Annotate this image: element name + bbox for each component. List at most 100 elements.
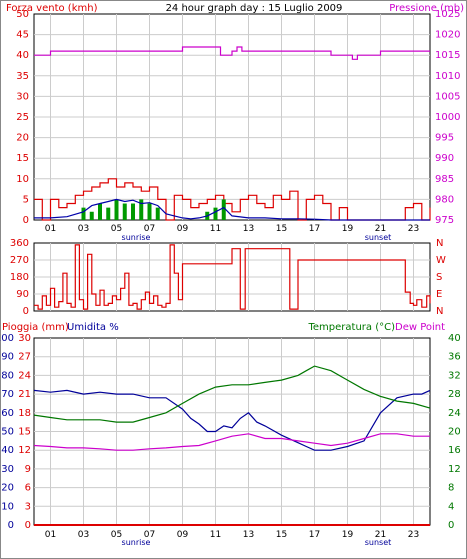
dewpoint-series xyxy=(33,433,430,451)
humidity-axis-label: Umidita % xyxy=(67,322,119,333)
y-tick-label: 0 xyxy=(8,520,14,531)
y-tick-label: 50 xyxy=(1,427,14,438)
y-tick-label: 180 xyxy=(10,272,29,283)
x-tick-label: 01 xyxy=(45,224,56,234)
y-tick-label: 40 xyxy=(16,50,29,61)
x-tick-label: 07 xyxy=(144,224,155,234)
gust-bar xyxy=(213,207,218,220)
y-tick-label: 975 xyxy=(435,215,454,226)
y-tick-label: 0 xyxy=(25,520,31,531)
gust-bar xyxy=(98,203,102,220)
y-tick-label: 25 xyxy=(16,112,29,123)
y-tick-label: 16 xyxy=(448,445,461,456)
y-tick-label: 45 xyxy=(16,30,29,41)
y-tick-label: E xyxy=(436,289,442,300)
x-tick-label: 07 xyxy=(144,530,155,540)
x-tick-label: 23 xyxy=(408,530,419,540)
y-tick-label: 9 xyxy=(25,464,31,475)
y-tick-label: 985 xyxy=(435,174,454,185)
y-tick-label: 30 xyxy=(16,91,29,102)
gust-bar xyxy=(89,211,94,220)
y-tick-label: 35 xyxy=(16,71,29,82)
dewpoint-axis-label: Dew Point xyxy=(395,322,445,333)
sunrise-label-top: sunrise xyxy=(122,233,151,242)
sunrise-label-bottom: sunrise xyxy=(122,538,151,547)
y-tick-label: 1010 xyxy=(435,71,460,82)
temperature-series xyxy=(33,365,431,423)
y-tick-label: N xyxy=(436,306,443,317)
y-tick-label: 990 xyxy=(435,153,454,164)
y-tick-label: 6 xyxy=(25,483,31,494)
y-tick-label: 21 xyxy=(18,389,31,400)
x-tick-label: 15 xyxy=(276,224,287,234)
wind-direction-series xyxy=(34,244,431,310)
panel3-grid xyxy=(34,338,430,525)
panel3-x-labels: 01 03 05 07 09 11 13 15 17 19 21 23 xyxy=(45,530,419,540)
y-tick-label: 10 xyxy=(1,501,14,512)
pressure-series xyxy=(34,46,430,60)
y-tick-label: W xyxy=(436,255,446,266)
y-tick-label: 80 xyxy=(1,370,14,381)
x-tick-label: 15 xyxy=(276,530,287,540)
panel1-marks xyxy=(34,46,431,221)
y-tick-label: 1000 xyxy=(435,112,460,123)
y-tick-label: N xyxy=(436,238,443,249)
panel1-grid xyxy=(34,14,430,220)
y-tick-label: 20 xyxy=(16,133,29,144)
chart-title: 24 hour graph day : 15 Luglio 2009 xyxy=(166,3,343,14)
y-tick-label: 10 xyxy=(16,174,29,185)
panel3-y-temp-labels: 0 4 8 12 16 20 24 28 32 36 40 xyxy=(448,333,461,531)
y-tick-label: 32 xyxy=(448,370,461,381)
y-tick-label: 90 xyxy=(1,352,14,363)
gust-bar xyxy=(122,203,127,220)
x-tick-label: 19 xyxy=(342,224,354,234)
y-tick-label: 60 xyxy=(1,408,14,419)
y-tick-label: 0 xyxy=(448,520,454,531)
y-tick-label: 0 xyxy=(23,215,29,226)
y-tick-label: 15 xyxy=(18,427,31,438)
gust-bar xyxy=(131,203,135,220)
gust-bar xyxy=(114,199,119,220)
sunset-label-bottom: sunset xyxy=(365,538,392,547)
y-tick-label: 30 xyxy=(1,464,14,475)
y-tick-label: 0 xyxy=(23,306,29,317)
y-tick-label: S xyxy=(436,272,442,283)
panel3-marks xyxy=(33,365,431,526)
y-tick-label: 1025 xyxy=(435,9,460,20)
y-tick-label: 40 xyxy=(1,445,14,456)
gust-bar xyxy=(221,199,226,220)
gust-bar xyxy=(106,207,111,220)
x-tick-label: 05 xyxy=(111,530,122,540)
wind-axis-label: Forza vento (kmh) xyxy=(6,3,98,14)
x-tick-label: 09 xyxy=(177,224,189,234)
temperature-axis-label: Temperatura (°C) xyxy=(307,322,395,333)
x-tick-label: 17 xyxy=(309,530,320,540)
humidity-series xyxy=(33,389,431,451)
x-tick-label: 11 xyxy=(210,224,221,234)
x-tick-label: 03 xyxy=(78,224,89,234)
x-tick-label: 13 xyxy=(243,530,254,540)
x-tick-label: 01 xyxy=(45,530,56,540)
sunset-label-top: sunset xyxy=(365,233,392,242)
panel1-y-left-labels: 0 5 10 15 20 25 30 35 40 45 50 xyxy=(16,9,29,226)
panel1-x-labels: 01 03 05 07 09 11 13 15 17 19 21 23 xyxy=(45,224,419,234)
panel3-y-rain-labels: 0 3 6 9 12 15 18 21 24 27 30 xyxy=(18,333,31,531)
y-tick-label: 12 xyxy=(18,445,31,456)
y-tick-label: 8 xyxy=(448,483,454,494)
y-tick-label: 24 xyxy=(448,408,461,419)
gust-bar xyxy=(81,207,86,220)
x-tick-label: 17 xyxy=(309,224,320,234)
panel2-marks xyxy=(34,244,431,310)
rain-axis-label: Pioggia (mm) xyxy=(2,322,69,333)
gust-bar xyxy=(139,199,144,220)
pressure-axis-label: Pressione (mb) xyxy=(389,3,464,14)
x-tick-label: 09 xyxy=(177,530,189,540)
y-tick-label: 3 xyxy=(25,501,31,512)
y-tick-label: 1015 xyxy=(435,50,460,61)
y-tick-label: 1020 xyxy=(435,30,460,41)
y-tick-label: 270 xyxy=(10,255,29,266)
